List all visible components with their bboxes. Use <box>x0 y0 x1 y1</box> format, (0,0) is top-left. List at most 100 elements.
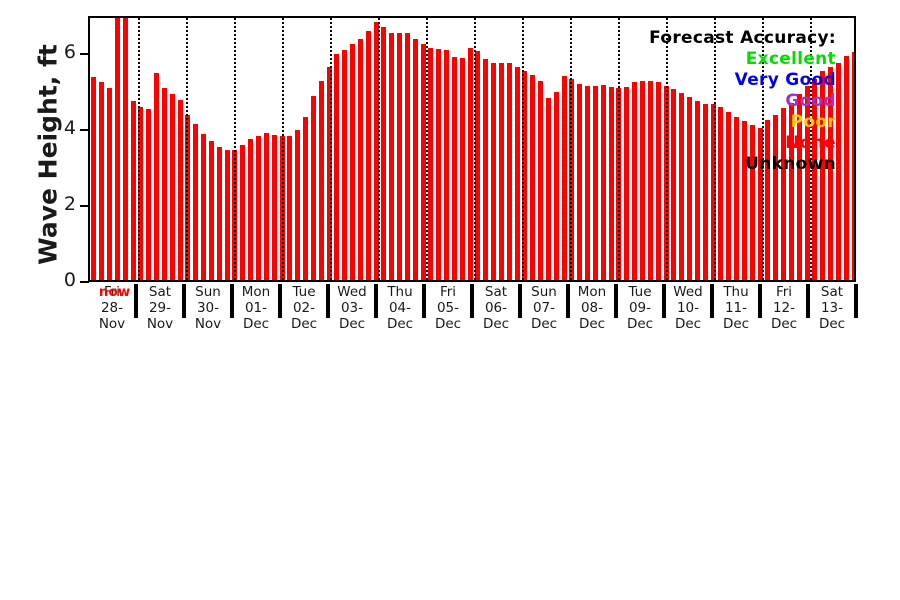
legend: Forecast Accuracy: Excellent Very Good Goo… <box>540 28 836 175</box>
x-axis-date: 28-Nov <box>98 300 126 332</box>
x-axis-dow: Sat <box>820 284 844 300</box>
x-axis-date: 29-Nov <box>146 300 174 332</box>
bar <box>436 48 442 280</box>
bar <box>545 98 551 280</box>
bar <box>820 71 826 280</box>
x-axis-date: 11-Dec <box>722 300 750 332</box>
bar <box>718 107 724 280</box>
bar <box>334 53 340 280</box>
bar <box>240 145 246 280</box>
x-axis-day-label: Sun 07-Dec <box>520 284 568 332</box>
bar <box>99 82 105 280</box>
x-axis-day-label: Fri 12-Dec <box>760 284 808 332</box>
day-divider <box>426 18 430 280</box>
bar <box>608 86 614 280</box>
y-axis-title: Wave Height, ft <box>33 44 63 265</box>
bar <box>451 56 457 280</box>
bar <box>765 120 771 280</box>
bar <box>389 33 395 280</box>
x-axis-date: 10-Dec <box>674 300 702 332</box>
x-axis-tick <box>758 284 762 318</box>
x-axis-date: 02-Dec <box>290 300 318 332</box>
x-axis-tick <box>854 284 858 318</box>
bar <box>224 150 230 280</box>
bar <box>687 96 692 280</box>
bar <box>796 93 802 280</box>
bar <box>702 104 708 280</box>
bar <box>671 89 677 280</box>
bar <box>679 93 685 280</box>
plot-area <box>88 16 856 282</box>
x-axis-tick <box>614 284 618 318</box>
x-axis-day-label: Mon 01-Dec <box>232 284 280 332</box>
bar <box>514 67 520 280</box>
x-axis-dow: Mon <box>577 284 607 300</box>
day-divider <box>186 18 190 280</box>
bar <box>122 18 128 280</box>
bar <box>773 114 779 280</box>
x-axis-date: 09-Dec <box>626 300 654 332</box>
x-axis-date: 12-Dec <box>770 300 798 332</box>
x-axis-day-label: Sat 29-Nov <box>136 284 184 332</box>
bar <box>138 107 144 280</box>
bar <box>271 134 277 280</box>
x-axis-dow: Fri <box>775 284 793 300</box>
day-divider <box>330 18 334 280</box>
bar <box>444 50 450 280</box>
day-divider <box>810 18 814 280</box>
x-axis-dow: Sun <box>195 284 221 300</box>
x-axis-day-label: Wed 03-Dec <box>328 284 376 332</box>
bar <box>491 62 497 280</box>
x-axis: Fri 28-Nov Sat 29-Nov Sun 30-Nov Mon 01-Dec Tue 0… <box>88 284 858 332</box>
x-axis-day-label: Mon 08-Dec <box>568 284 616 332</box>
bar <box>255 135 261 280</box>
bar <box>412 38 418 280</box>
bar <box>655 81 661 280</box>
x-axis-dow: Thu <box>387 284 413 300</box>
bar <box>295 129 301 280</box>
bar <box>851 52 854 280</box>
legend-title: Forecast Accuracy: <box>649 28 836 48</box>
x-axis-tick <box>182 284 186 318</box>
legend-item-none: None <box>785 133 836 153</box>
bar <box>632 82 638 280</box>
bar <box>208 141 214 280</box>
bar <box>303 116 308 280</box>
bar <box>169 93 175 280</box>
now-marker-line <box>114 18 120 280</box>
bar <box>530 74 536 280</box>
x-axis-date: 07-Dec <box>530 300 558 332</box>
bar <box>585 86 591 280</box>
x-axis-tick <box>710 284 714 318</box>
x-axis-dow: Wed <box>673 284 703 300</box>
bar <box>592 86 598 280</box>
bar <box>373 21 379 280</box>
x-axis-date: 05-Dec <box>434 300 462 332</box>
day-divider <box>522 18 526 280</box>
bar <box>365 31 371 280</box>
bar <box>161 88 167 280</box>
x-axis-day-label: Sat 13-Dec <box>808 284 856 332</box>
bar <box>107 88 113 280</box>
day-divider <box>618 18 622 280</box>
bar <box>694 100 700 280</box>
day-divider <box>570 18 574 280</box>
bar <box>734 116 740 280</box>
bar <box>781 108 787 280</box>
x-axis-day-label: Thu 04-Dec <box>376 284 424 332</box>
bar <box>828 67 834 280</box>
bar <box>287 135 293 280</box>
x-axis-dow: Sun <box>531 284 557 300</box>
bar <box>577 84 583 280</box>
bar <box>741 121 747 280</box>
x-axis-tick <box>230 284 234 318</box>
bar <box>357 38 363 280</box>
x-axis-dow: Tue <box>628 284 652 300</box>
x-axis-date: 13-Dec <box>818 300 846 332</box>
x-axis-date: 08-Dec <box>578 300 606 332</box>
x-axis-date: 04-Dec <box>386 300 414 332</box>
bar <box>726 112 732 280</box>
bar <box>397 33 403 280</box>
x-axis-day-label: Fri 05-Dec <box>424 284 472 332</box>
